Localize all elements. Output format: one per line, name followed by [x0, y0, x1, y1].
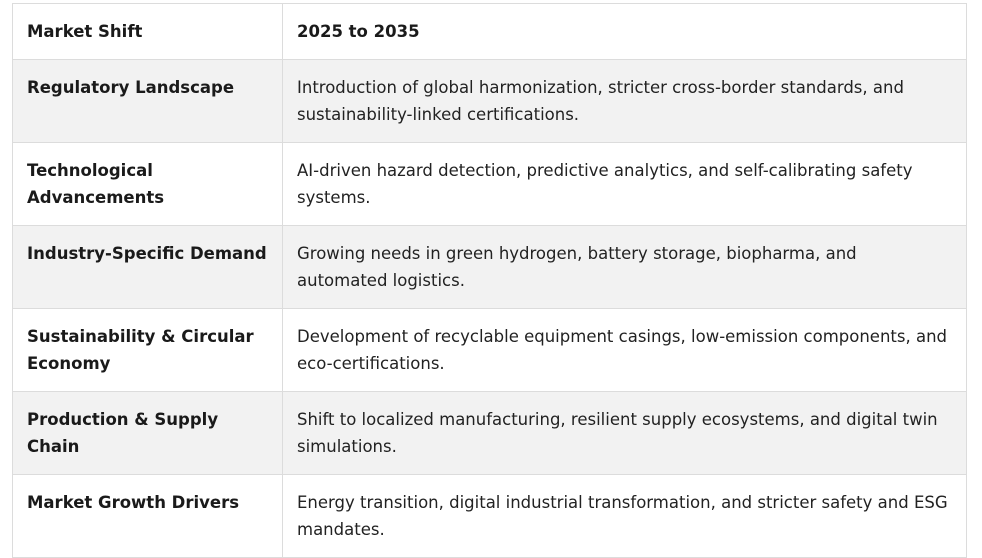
row-label: Sustainability & Circular Economy [12, 308, 283, 392]
row-label: Regulatory Landscape [12, 59, 283, 143]
row-value: AI-driven hazard detection, predictive a… [282, 142, 967, 226]
row-label: Industry-Specific Demand [12, 225, 283, 309]
header-period: 2025 to 2035 [282, 3, 967, 60]
table-row: Technological Advancements AI-driven haz… [12, 142, 967, 226]
row-value: Shift to localized manufacturing, resili… [282, 391, 967, 475]
row-value: Development of recyclable equipment casi… [282, 308, 967, 392]
row-label: Market Growth Drivers [12, 474, 283, 558]
table-row: Production & Supply Chain Shift to local… [12, 391, 967, 475]
table-row: Regulatory Landscape Introduction of glo… [12, 59, 967, 143]
row-label: Production & Supply Chain [12, 391, 283, 475]
table-row: Market Growth Drivers Energy transition,… [12, 474, 967, 558]
header-market-shift: Market Shift [12, 3, 283, 60]
row-value: Growing needs in green hydrogen, battery… [282, 225, 967, 309]
header-row: Market Shift 2025 to 2035 [12, 3, 967, 60]
market-shift-table: Market Shift 2025 to 2035 Regulatory Lan… [12, 3, 967, 558]
row-value: Introduction of global harmonization, st… [282, 59, 967, 143]
row-label: Technological Advancements [12, 142, 283, 226]
table-row: Sustainability & Circular Economy Develo… [12, 308, 967, 392]
table-body: Regulatory Landscape Introduction of glo… [12, 59, 967, 558]
table-header: Market Shift 2025 to 2035 [12, 3, 967, 60]
row-value: Energy transition, digital industrial tr… [282, 474, 967, 558]
table-row: Industry-Specific Demand Growing needs i… [12, 225, 967, 309]
